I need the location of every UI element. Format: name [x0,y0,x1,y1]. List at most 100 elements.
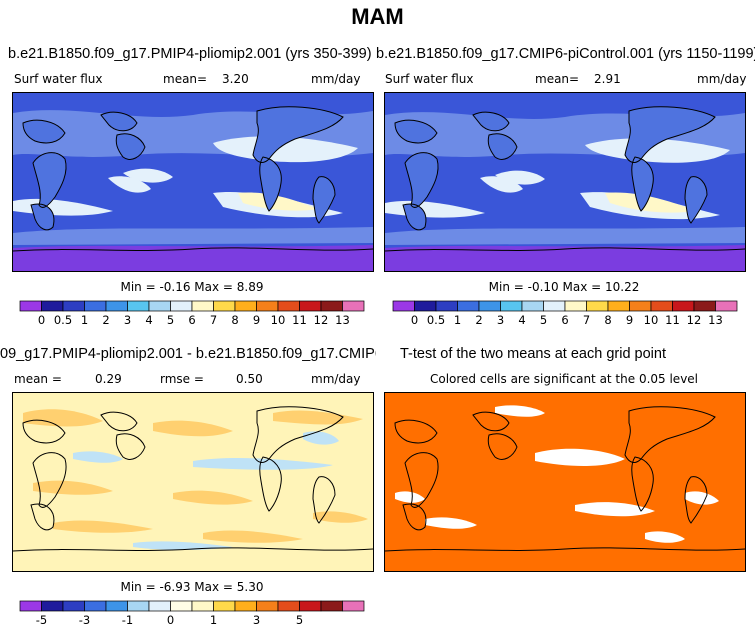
colorbar-diff-tick-label: 3 [253,613,260,627]
colorbar-diff-swatch [299,600,322,612]
colorbar-diff-swatch [191,600,214,612]
colorbar-abs-tick-label: 5 [167,313,174,327]
colorbar-diff: -5 -3 -1 0 1 3 5 [19,600,365,629]
colorbar-diff-swatch [41,600,64,612]
colorbar-abs-tick-label: 7 [583,313,590,327]
variable-label-pliomip: Surf water flux [14,72,103,86]
units-difference: mm/day [311,372,361,386]
colorbar-diff-swatch [342,600,365,612]
colorbar-abs-swatch [213,300,236,312]
season-title: MAM [351,4,404,29]
panel-title-picontrol: b.e21.B1850.f09_g17.CMIP6-piControl.001 … [376,46,755,62]
panel-title-difference: 09_g17.PMIP4-pliomip2.001 - b.e21.B1850.… [0,346,376,362]
mean-label-difference: mean = [14,372,62,386]
colorbar-abs-tick-label: 13 [708,313,723,327]
colorbar-diff-swatch [148,600,171,612]
colorbar-abs-tick-label: 6 [561,313,568,327]
colorbar-abs-swatch [650,300,673,312]
colorbar-abs-swatch [170,300,193,312]
colorbar-abs-tick-label: 2 [475,313,482,327]
colorbar-diff-swatch [170,600,193,612]
colorbar-abs-tick-label: 9 [253,313,260,327]
colorbar-abs-swatch [127,300,150,312]
colorbar-abs-tick-label: 10 [271,313,286,327]
mean-value-picontrol: 2.91 [594,72,621,86]
minmax-difference: Min = -6.93 Max = 5.30 [120,580,264,594]
colorbar-abs-tick-label: 6 [188,313,195,327]
colorbar-abs-right: 0 0.5 1 2 3 4 5 6 7 8 9 10 11 12 13 [392,300,738,329]
colorbar-abs-swatch [435,300,458,312]
colorbar-abs-tick-label: 12 [314,313,329,327]
colorbar-diff-tick-label: 0 [167,613,174,627]
map-ttest [384,392,746,572]
colorbar-diff-swatch [19,600,42,612]
colorbar-diff-swatch [127,600,150,612]
colorbar-abs-swatch [105,300,128,312]
units-picontrol: mm/day [697,72,747,86]
colorbar-abs-swatch [500,300,523,312]
minmax-picontrol: Min = -0.10 Max = 10.22 [488,280,640,294]
colorbar-abs-swatch [607,300,630,312]
colorbar-abs-tick-label: 1 [81,313,88,327]
colorbar-diff-swatch [84,600,107,612]
panel-title-pliomip: b.e21.B1850.f09_g17.PMIP4-pliomip2.001 (… [8,46,372,62]
colorbar-abs-left: 0 0.5 1 2 3 4 5 6 7 8 9 10 11 12 13 [19,300,365,329]
mean-value-pliomip: 3.20 [222,72,249,86]
map-picontrol [384,92,746,272]
colorbar-abs-swatch [277,300,300,312]
colorbar-diff-tick-label: -5 [36,613,47,627]
colorbar-abs-swatch [41,300,64,312]
colorbar-abs-tick-label: 9 [626,313,633,327]
colorbar-diff-tick-label: 1 [210,613,217,627]
colorbar-abs-swatch [148,300,171,312]
colorbar-abs-swatch [19,300,42,312]
colorbar-abs-swatch [564,300,587,312]
units-pliomip: mm/day [311,72,361,86]
colorbar-abs-swatch [191,300,214,312]
colorbar-abs-tick-label: 4 [145,313,152,327]
colorbar-abs-tick-label: 0 [411,313,418,327]
rmse-label-difference: rmse = [160,372,204,386]
colorbar-abs-tick-label: 10 [644,313,659,327]
colorbar-abs-swatch [586,300,609,312]
colorbar-diff-swatch [105,600,128,612]
colorbar-abs-tick-label: 8 [604,313,611,327]
mean-value-difference: 0.29 [95,372,122,386]
colorbar-abs-swatch [521,300,544,312]
colorbar-abs-swatch [342,300,365,312]
colorbar-abs-tick-label: 4 [518,313,525,327]
colorbar-abs-tick-label: 12 [687,313,702,327]
colorbar-abs-tick-label: 11 [292,313,307,327]
colorbar-diff-tick-label: 5 [296,613,303,627]
colorbar-abs-tick-label: 11 [665,313,680,327]
colorbar-abs-tick-label: 8 [231,313,238,327]
variable-label-picontrol: Surf water flux [385,72,474,86]
colorbar-abs-tick-label: 3 [124,313,131,327]
colorbar-abs-swatch [543,300,566,312]
rmse-value-difference: 0.50 [236,372,263,386]
colorbar-abs-swatch [629,300,652,312]
panel-subtitle-ttest: Colored cells are significant at the 0.0… [429,372,699,386]
colorbar-abs-tick-label: 0 [38,313,45,327]
mean-label-picontrol: mean= [535,72,580,86]
colorbar-abs-swatch [320,300,343,312]
colorbar-abs-swatch [256,300,279,312]
colorbar-diff-tick-label: -1 [122,613,133,627]
colorbar-abs-tick-label: 7 [210,313,217,327]
colorbar-abs-swatch [84,300,107,312]
colorbar-diff-tick-label: -3 [79,613,90,627]
colorbar-abs-tick-label: 0.5 [427,313,445,327]
colorbar-abs-swatch [414,300,437,312]
mean-label-pliomip: mean= [163,72,208,86]
colorbar-abs-swatch [457,300,480,312]
colorbar-abs-swatch [693,300,716,312]
colorbar-abs-swatch [299,300,322,312]
colorbar-diff-swatch [213,600,236,612]
colorbar-abs-swatch [234,300,257,312]
colorbar-abs-tick-label: 1 [454,313,461,327]
colorbar-abs-tick-label: 3 [497,313,504,327]
colorbar-diff-swatch [320,600,343,612]
minmax-pliomip: Min = -0.16 Max = 8.89 [120,280,264,294]
map-difference [12,392,374,572]
colorbar-abs-tick-label: 5 [540,313,547,327]
